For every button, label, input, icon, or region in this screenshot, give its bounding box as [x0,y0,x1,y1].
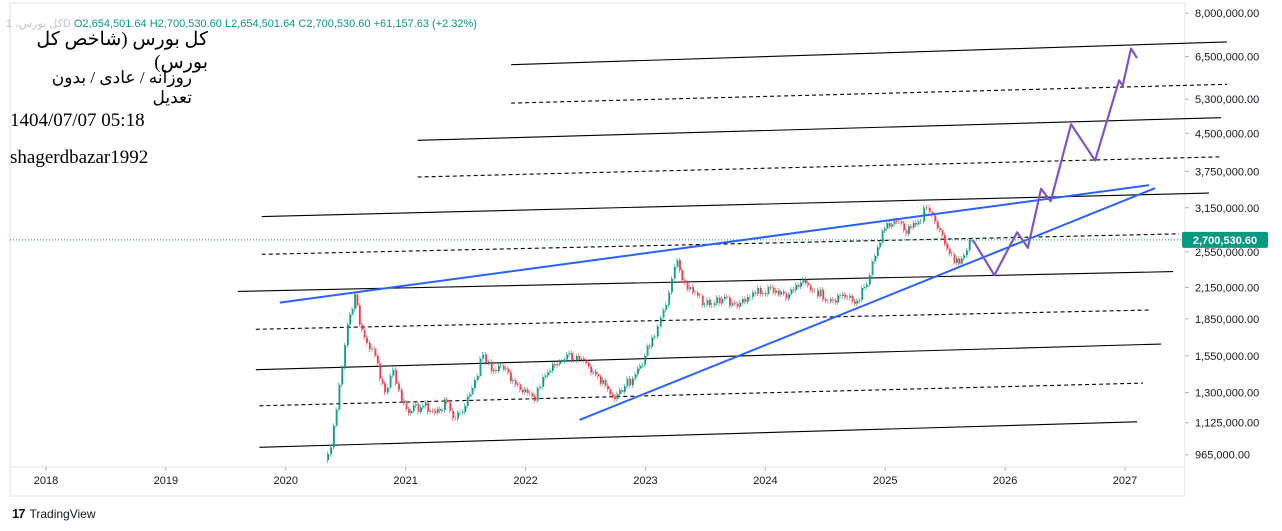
high-value: H2,700,530.60 [149,18,222,30]
x-tick-label-2020: 2020 [274,475,298,487]
y-tick-label-1: 8,000,000.00 [1195,8,1259,20]
x-tick-label-2023: 2023 [633,475,657,487]
trend-line-2 [579,187,1156,421]
ohlc-legend: کل بورس، 1D O2,654,501.64 H2,700,530.60 … [6,17,477,30]
channel-line-10 [511,83,1227,104]
y-tick-label-8: 2,150,000.00 [1195,282,1259,294]
y-tick-label-13: 965,000.00 [1195,450,1250,462]
trend-line-1 [279,184,1150,304]
channel-line-9 [417,117,1221,141]
overlay-author: shagerdbazar1992 [10,147,149,168]
channel-line-11 [511,41,1227,66]
y-tick-label-6: 3,150,000.00 [1195,203,1259,215]
low-value: L2,654,501.64 [224,18,296,30]
last-price-label: 2,700,530.60 [1193,235,1257,247]
tradingview-logo-icon: 17 [12,506,26,521]
x-tick-label-2022: 2022 [513,475,537,487]
y-tick-label-10: 1,550,000.00 [1195,351,1259,363]
channel-lines [237,41,1227,448]
channel-line-4 [255,309,1150,330]
channel-line-6 [261,233,1180,255]
close-value: C2,700,530.60 [298,18,371,30]
x-tick-label-2025: 2025 [873,475,897,487]
projection-zigzag [971,47,1138,277]
y-tick-label-9: 1,850,000.00 [1195,314,1259,326]
open-value: O2,654,501.64 [73,18,147,30]
brand-name: TradingView [29,506,96,521]
overlay-datetime: 1404/07/07 05:18 [10,110,145,131]
x-tick-label-2019: 2019 [154,475,178,487]
symbol-label[interactable]: کل بورس، 1D [6,18,71,30]
channel-line-2 [259,382,1144,407]
y-tick-label-12: 1,125,000.00 [1195,418,1259,430]
y-tick-label-2: 6,500,000.00 [1195,52,1259,64]
x-tick-label-2026: 2026 [993,475,1017,487]
change-value: +61,157.63 (+2.32%) [373,18,477,30]
overlay-subtitle: روزانه / عادی / بدون تعدیل [51,68,192,107]
channel-line-1 [259,421,1138,448]
channel-line-3 [255,343,1162,371]
x-tick-label-2027: 2027 [1113,475,1137,487]
y-tick-label-4: 4,500,000.00 [1195,128,1259,140]
last-price-badge [1182,231,1268,248]
y-tick-label-11: 1,300,000.00 [1195,388,1259,400]
y-tick-label-5: 3,750,000.00 [1195,166,1259,178]
projection-path [971,47,1138,277]
trend-lines [279,184,1156,421]
grid-layer [9,2,1186,497]
overlay-title: کل بورس (شاخص کل بورس) [36,29,208,73]
x-tick-label-2018: 2018 [34,475,58,487]
price-series [327,204,974,463]
x-tick-label-2024: 2024 [753,475,777,487]
tradingview-brand[interactable]: 17 TradingView [12,506,96,521]
channel-line-8 [417,156,1221,178]
axes-layer: 8,000,000.00 6,500,000.00 5,300,000.00 4,50… [10,8,1268,487]
y-tick-label-3: 5,300,000.00 [1195,94,1259,106]
x-tick-label-2021: 2021 [393,475,417,487]
y-tick-label-7: 2,550,000.00 [1195,247,1259,259]
